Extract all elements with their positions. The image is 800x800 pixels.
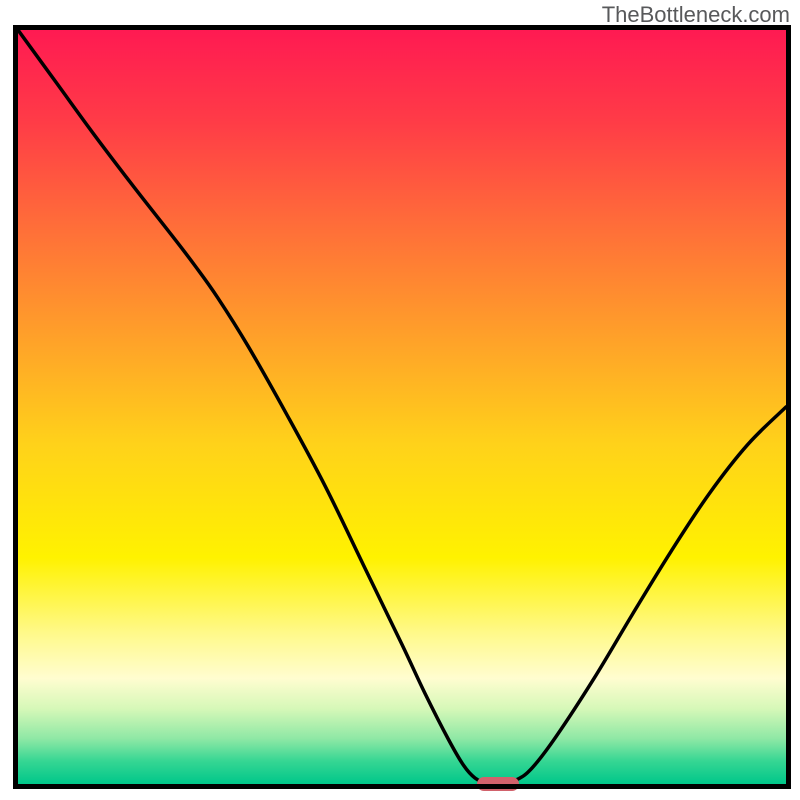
watermark-label: TheBottleneck.com xyxy=(602,2,790,28)
gradient-background xyxy=(18,30,786,784)
axis-right xyxy=(786,25,791,789)
axis-left xyxy=(13,25,18,789)
plot-area xyxy=(18,30,786,784)
axis-bottom xyxy=(13,784,791,789)
bottleneck-chart: TheBottleneck.com xyxy=(0,0,800,800)
